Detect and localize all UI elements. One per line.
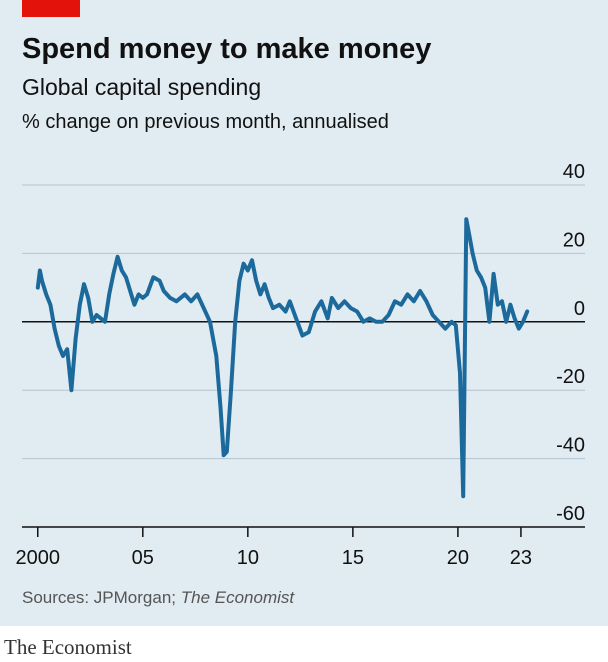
chart-subtitle: Global capital spending <box>22 74 261 100</box>
x-tick-label: 20 <box>447 547 469 569</box>
y-tick-label: -60 <box>556 503 585 525</box>
source-text: Sources: JPMorgan; <box>22 588 176 607</box>
red-tag <box>22 0 80 17</box>
line-series <box>35 217 530 499</box>
y-tick-label: 20 <box>563 229 585 251</box>
y-tick-label: 40 <box>563 161 585 183</box>
y-tick-label: -20 <box>556 366 585 388</box>
source: Sources: JPMorgan; The Economist <box>22 588 295 607</box>
x-tick-label: 05 <box>132 547 154 569</box>
units-label: % change on previous month, annualised <box>22 111 389 133</box>
x-tick-label: 10 <box>237 547 259 569</box>
plot: 40 20 0 -20 -40 -60 2000 05 10 15 20 23 <box>16 161 585 569</box>
brand: The Economist <box>4 635 132 659</box>
y-tick-label: 0 <box>574 298 585 320</box>
x-tick-label: 15 <box>342 547 364 569</box>
x-tick-label: 23 <box>510 547 532 569</box>
x-tick-label: 2000 <box>16 547 61 569</box>
y-tick-label: -40 <box>556 435 585 457</box>
source-italic: The Economist <box>181 588 296 607</box>
chart-title: Spend money to make money <box>22 33 431 65</box>
